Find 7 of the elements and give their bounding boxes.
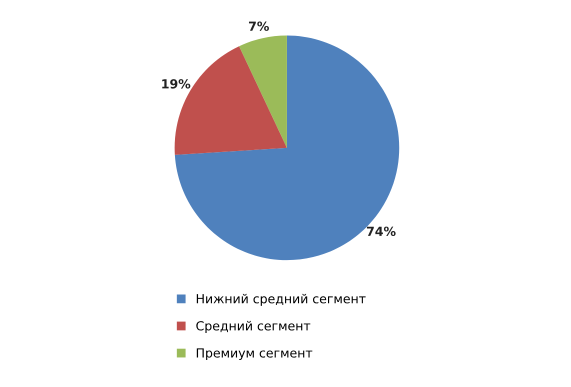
legend-label: Нижний средний сегмент [196, 294, 366, 306]
data-label: 74% [366, 226, 396, 236]
pie-slice [239, 36, 287, 148]
legend-label: Премиум сегмент [196, 348, 312, 360]
data-label: 7% [248, 21, 269, 31]
legend-label: Средний сегмент [196, 320, 310, 333]
data-label: 19% [162, 79, 190, 89]
